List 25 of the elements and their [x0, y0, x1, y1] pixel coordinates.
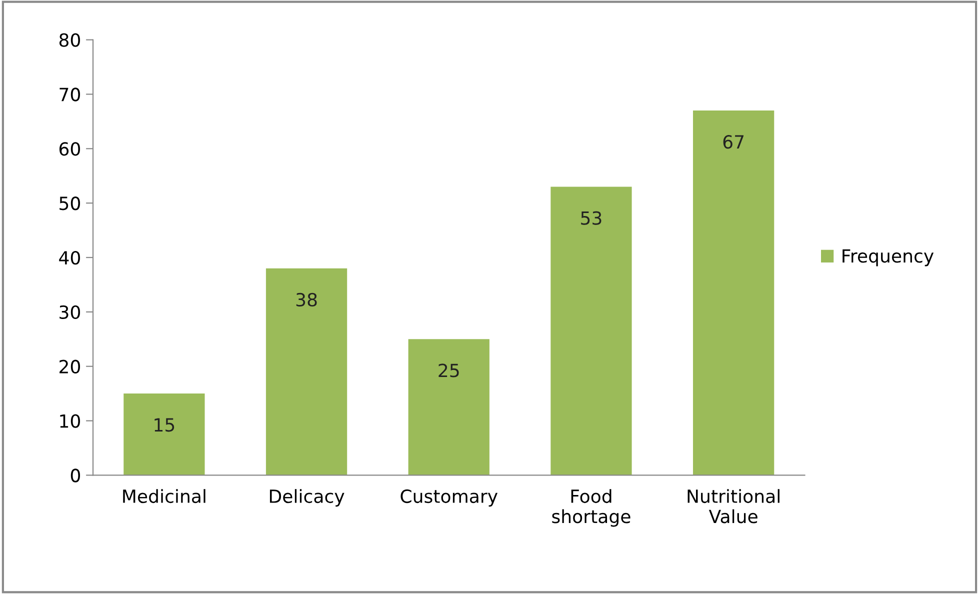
- y-tick-label: 70: [60, 88, 80, 102]
- y-tick-label: 20: [60, 360, 80, 374]
- bar: [550, 186, 632, 476]
- bar: [266, 268, 348, 476]
- bar: [408, 339, 490, 476]
- data-label: 15: [154, 418, 174, 432]
- y-tick-label: 60: [59, 142, 80, 156]
- data-label: 38: [296, 292, 317, 307]
- y-tick-label: 40: [59, 250, 80, 265]
- x-tick-label: Food shortage: [552, 489, 630, 527]
- data-label: 67: [723, 135, 744, 149]
- data-label: 53: [581, 211, 602, 225]
- x-tick-label: Medicinal: [123, 489, 206, 504]
- x-tick-label: Nutritional Value: [688, 489, 780, 524]
- y-tick-label: 0: [70, 468, 80, 482]
- y-tick-label: 50: [60, 196, 80, 210]
- x-tick-label: Customary: [400, 489, 498, 507]
- y-tick-label: 30: [60, 305, 80, 320]
- data-label: 25: [438, 364, 459, 378]
- y-tick-label: 10: [60, 414, 80, 428]
- legend-label: Frequency: [842, 249, 934, 266]
- x-tick-label: Delicacy: [270, 489, 344, 507]
- y-tick-label: 80: [59, 33, 80, 47]
- bar: [692, 110, 774, 476]
- bar: [124, 394, 205, 476]
